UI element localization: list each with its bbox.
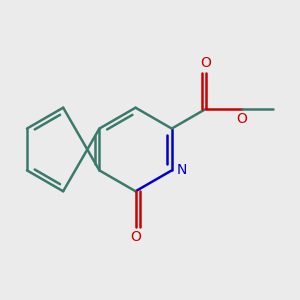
Text: O: O [130, 230, 141, 244]
Text: O: O [201, 56, 212, 70]
Text: N: N [176, 164, 187, 177]
Text: O: O [236, 112, 247, 126]
